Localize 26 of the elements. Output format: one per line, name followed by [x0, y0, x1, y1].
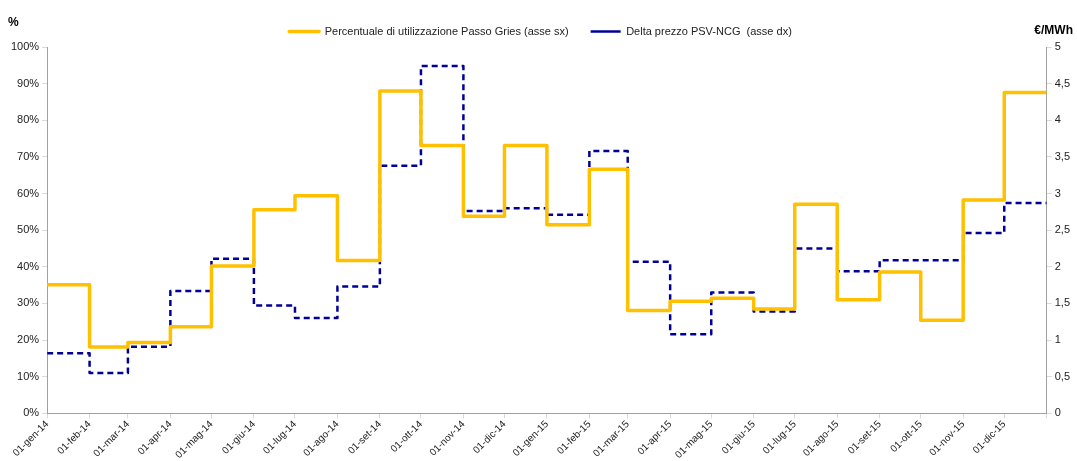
y-tick-label: 20%: [17, 333, 40, 346]
y-tick-label: 60%: [17, 186, 40, 199]
y-tick-label: 40%: [17, 259, 40, 272]
y-tick-label: 90%: [17, 76, 40, 89]
legend-label: Delta prezzo PSV-NCG (asse dx): [626, 24, 792, 37]
y2-tick-label: 1: [1054, 333, 1061, 346]
y2-tick-label: 2,5: [1054, 223, 1071, 236]
y2-tick-label: 1,5: [1054, 296, 1071, 309]
y-tick-label: 50%: [17, 223, 40, 236]
y2-tick-label: 2: [1054, 259, 1061, 272]
y2-tick-label: 3,5: [1054, 149, 1071, 162]
y2-tick-label: 3: [1054, 186, 1061, 199]
y-tick-label: 80%: [17, 113, 40, 126]
y2-tick-label: 5: [1054, 40, 1061, 53]
y-tick-label: 10%: [17, 369, 40, 382]
y-tick-label: 0%: [23, 406, 40, 419]
y-axis-title: %: [8, 15, 19, 30]
legend-label: Percentuale di utilizzazione Passo Gries (asse sx): [324, 24, 569, 37]
y-tick-label: 100%: [10, 40, 40, 53]
y2-tick-label: 0: [1054, 406, 1061, 419]
y-tick-label: 30%: [17, 296, 40, 309]
y2-axis-title: €/MWh: [1034, 23, 1073, 38]
y2-tick-label: 4,5: [1054, 76, 1071, 89]
y-tick-label: 70%: [17, 149, 40, 162]
y2-tick-label: 4: [1054, 113, 1061, 126]
y2-tick-label: 0,5: [1054, 369, 1071, 382]
